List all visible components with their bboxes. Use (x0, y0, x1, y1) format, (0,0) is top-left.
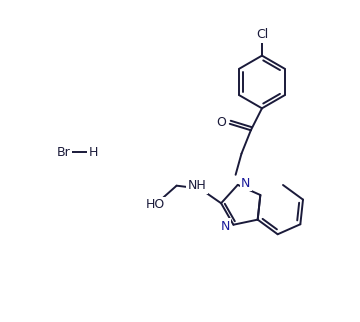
Text: O: O (216, 116, 226, 129)
Text: Cl: Cl (256, 28, 268, 41)
Text: HO: HO (145, 198, 165, 211)
Text: N: N (221, 220, 230, 233)
Text: H: H (89, 146, 98, 159)
Text: Br: Br (57, 146, 71, 159)
Text: N: N (241, 177, 251, 190)
Text: NH: NH (188, 179, 207, 192)
